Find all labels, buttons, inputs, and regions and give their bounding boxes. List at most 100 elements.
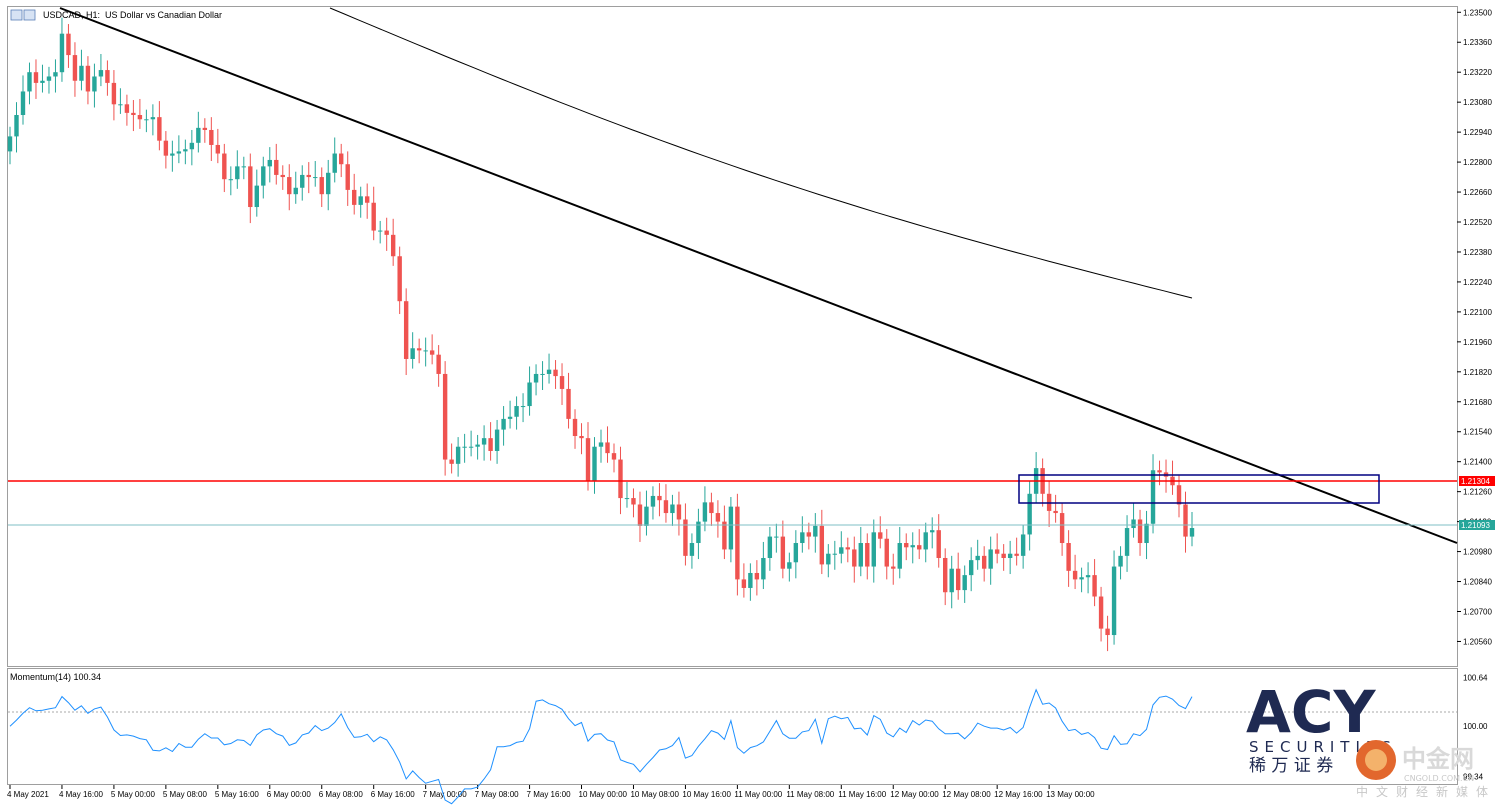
candle-body [189,142,195,150]
candle-body [176,151,182,154]
resistance-price-label: 1.21304 [1461,477,1490,486]
candle-body [943,557,948,593]
time-tick-label: 6 May 16:00 [371,790,416,799]
consolidation-box[interactable] [1018,474,1380,504]
time-tick-label: 4 May 16:00 [59,790,104,799]
time-tick-label: 4 May 2021 [7,790,49,799]
candle-body [631,498,636,505]
candle-body [689,543,695,556]
candle-body [917,545,922,550]
candle-body [1176,485,1182,505]
time-tick-label: 11 May 16:00 [838,790,886,799]
acy-logo-chinese: 稀 万 证 券 [1249,756,1333,776]
symbol-description: US Dollar vs Canadian Dollar [105,10,222,20]
acy-logo-subtitle: SECURITIES [1249,738,1397,756]
time-tick-label: 10 May 08:00 [630,790,679,799]
candle-body [235,166,240,180]
candle-body [436,354,441,374]
candle-body [397,256,402,302]
candle-body [468,446,474,448]
candle-body [670,504,675,514]
candle-body [813,525,818,537]
symbol-icon [10,9,23,21]
candle-body [339,153,344,165]
candle-body [1111,566,1117,636]
candle-body [1066,543,1071,571]
candle-body [696,521,701,544]
time-tick-label: 13 May 00:00 [1046,790,1095,799]
time-tick-label: 10 May 00:00 [579,790,628,799]
candle-body [105,70,110,83]
acy-logo: ACY SECURITIES 稀 万 证 券 [1246,678,1397,776]
watermark: 中金网 CNGOLD.COM.CN 中文财经新媒体 [1356,740,1496,799]
main-panel-frame [7,6,1458,667]
momentum-axis: 100.64 100.00 99.34 [1463,674,1488,782]
candle-body [735,506,740,580]
candle-body [955,568,961,591]
candle-body [287,177,292,195]
candle-body [410,348,415,359]
candle-body [748,572,753,588]
trend-line[interactable] [59,7,1458,544]
candle-body [527,382,532,407]
candle-body [871,532,876,567]
time-tick-label: 11 May 00:00 [734,790,782,799]
price-tick-label: 1.23500 [1463,8,1492,17]
candle-body [455,446,461,464]
candle-body [300,174,305,188]
candle-body [897,543,902,569]
candle-body [858,543,863,567]
candle-body [66,33,71,56]
candle-body [124,104,130,113]
time-tick-label: 11 May 08:00 [786,790,834,799]
candle-body [507,416,513,419]
candle-body [313,177,318,179]
candle-body [1144,523,1149,544]
acy-logo-text: ACY [1246,678,1376,746]
candle-body [702,502,708,522]
candle-body [553,369,558,377]
candle-body [1092,575,1097,597]
candle-body [611,453,617,460]
candle-body [1027,493,1032,535]
candle-body [377,230,383,232]
price-tick-label: 1.21820 [1463,368,1492,377]
watermark-tagline: 中文财经新媒体 [1356,784,1496,799]
price-tick-label: 1.21260 [1463,488,1492,497]
candle-body [131,112,136,116]
price-tick-label: 1.22800 [1463,158,1492,167]
candle-body [884,538,889,567]
candle-body [579,436,584,439]
candle-body [676,504,682,520]
candle-body [118,104,123,106]
candle-body [968,560,974,576]
candle-body [1079,577,1084,580]
price-tick-label: 1.23220 [1463,68,1492,77]
candle-body [306,174,311,178]
candle-body [423,350,428,352]
watermark-url: CNGOLD.COM.CN [1404,774,1474,783]
candle-body [585,438,591,481]
candle-body [618,459,623,499]
candle-body [183,149,188,152]
candle-body [196,127,201,143]
time-tick-label: 6 May 08:00 [319,790,364,799]
candle-body [709,502,714,514]
candle-body [72,55,78,81]
time-tick-label: 12 May 16:00 [994,790,1043,799]
candle-body [371,202,376,231]
price-tick-label: 1.22240 [1463,278,1492,287]
candle-body [865,543,870,567]
candle-body [267,159,272,167]
candle-body [488,438,493,451]
price-tick-label: 1.23360 [1463,38,1492,47]
chart-header: USDCAD, H1: US Dollar vs Canadian Dollar [10,9,222,21]
candle-body [274,159,279,175]
candle-body [683,519,688,556]
candle-body [352,189,357,205]
candle-body [416,348,422,351]
candle-body [241,166,247,168]
candle-body [157,117,162,141]
time-tick-label: 12 May 00:00 [890,790,939,799]
